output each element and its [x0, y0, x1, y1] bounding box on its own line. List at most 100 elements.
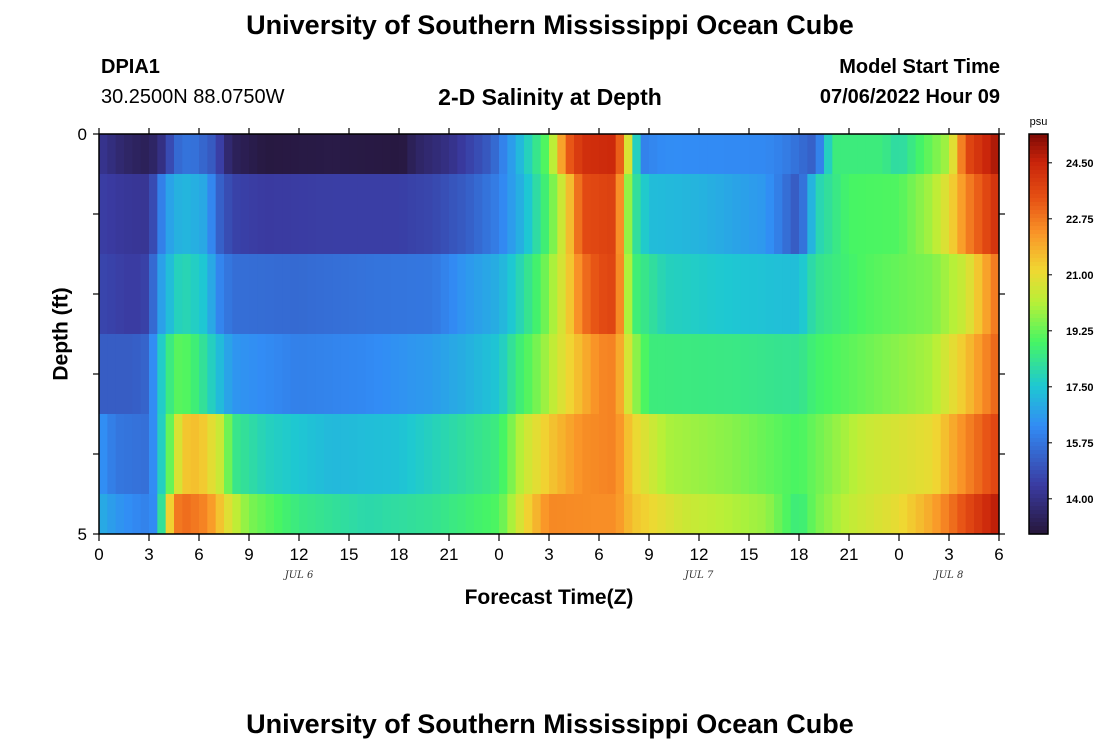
heatmap-cell — [224, 254, 233, 334]
heatmap-cell — [965, 174, 975, 254]
heatmap-cell — [457, 494, 467, 534]
colorbar-segment — [1029, 186, 1048, 191]
heatmap-cell — [265, 254, 275, 334]
y-tick-label: 0 — [78, 125, 87, 144]
heatmap-cell — [340, 414, 350, 494]
heatmap-cell — [957, 254, 967, 334]
heatmap-cell — [499, 134, 508, 174]
heatmap-cell — [440, 494, 450, 534]
heatmap-cell — [207, 254, 217, 334]
heatmap-cell — [424, 414, 433, 494]
heatmap-cell — [640, 414, 650, 494]
heatmap-cell — [207, 494, 217, 534]
heatmap-cell — [799, 134, 808, 174]
heatmap-cell — [974, 334, 983, 414]
heatmap-cell — [240, 134, 250, 174]
heatmap-cell — [940, 414, 950, 494]
heatmap-cell — [324, 134, 333, 174]
heatmap-cell — [707, 494, 717, 534]
heatmap-cell — [874, 254, 883, 334]
colorbar-segment — [1029, 310, 1048, 315]
heatmap-cell — [290, 134, 300, 174]
heatmap-cell — [399, 254, 408, 334]
heatmap-cell — [115, 254, 125, 334]
heatmap-cell — [932, 334, 942, 414]
heatmap-cell — [115, 134, 125, 174]
heatmap-cell — [907, 254, 917, 334]
heatmap-cell — [432, 334, 442, 414]
colorbar-segment — [1029, 238, 1048, 243]
heatmap-cell — [315, 334, 325, 414]
heatmap-cell — [590, 414, 600, 494]
heatmap-cell — [249, 254, 258, 334]
heatmap-cell — [824, 334, 833, 414]
colorbar-segment — [1029, 206, 1048, 211]
heatmap-cell — [190, 174, 200, 254]
heatmap-cell — [782, 334, 792, 414]
heatmap-cell — [124, 174, 133, 254]
colorbar: psu 14.00 15.75 17.50 19.25 21.00 22.75 24.50 — [1028, 116, 1094, 535]
heatmap-cell — [149, 254, 158, 334]
heatmap-cell — [749, 134, 758, 174]
heatmap-cell — [782, 174, 792, 254]
heatmap-cell — [424, 174, 433, 254]
colorbar-segment — [1029, 230, 1048, 235]
heatmap-cell — [540, 494, 550, 534]
heatmap-cell — [665, 334, 675, 414]
heatmap-cell — [574, 174, 583, 254]
heatmap-cell — [532, 134, 542, 174]
heatmap-cell — [674, 254, 683, 334]
heatmap-cell — [924, 494, 933, 534]
colorbar-segment — [1029, 174, 1048, 179]
heatmap-cell — [965, 134, 975, 174]
heatmap-cell — [665, 174, 675, 254]
colorbar-segment — [1029, 178, 1048, 183]
heatmap-cell — [149, 334, 158, 414]
heatmap-cell — [940, 334, 950, 414]
heatmap-cell — [824, 134, 833, 174]
heatmap-cell — [824, 414, 833, 494]
colorbar-segment — [1029, 502, 1048, 507]
heatmap-cell — [724, 134, 733, 174]
heatmap-cell — [232, 414, 242, 494]
heatmap-cell — [349, 494, 358, 534]
heatmap-cell — [932, 174, 942, 254]
heatmap-cell — [290, 414, 300, 494]
heatmap-cell — [607, 254, 617, 334]
heatmap-cell — [299, 334, 308, 414]
heatmap-cell — [657, 134, 667, 174]
heatmap-cell — [749, 414, 758, 494]
heatmap-cell — [557, 134, 567, 174]
colorbar-segment — [1029, 518, 1048, 523]
colorbar-segment — [1029, 370, 1048, 375]
heatmap-cell — [124, 134, 133, 174]
heatmap-cell — [365, 414, 375, 494]
x-tick-label: 3 — [144, 545, 153, 564]
heatmap-cell — [124, 414, 133, 494]
heatmap-cell — [765, 414, 775, 494]
heatmap-cell — [599, 494, 608, 534]
heatmap-cell — [865, 174, 875, 254]
heatmap-cell — [224, 174, 233, 254]
heatmap-cell — [407, 334, 417, 414]
colorbar-segment — [1029, 426, 1048, 431]
heatmap-cell — [215, 414, 225, 494]
heatmap-cell — [907, 494, 917, 534]
heatmap-cell — [199, 414, 208, 494]
heatmap-cell — [532, 254, 542, 334]
heatmap-cell — [507, 414, 517, 494]
heatmap-cell — [974, 494, 983, 534]
heatmap-cell — [699, 494, 708, 534]
heatmap-cell — [557, 254, 567, 334]
heatmap-cell — [949, 414, 958, 494]
heatmap-cell — [957, 174, 967, 254]
heatmap-cell — [282, 254, 292, 334]
heatmap-cell — [299, 494, 308, 534]
heatmap-cell — [565, 414, 575, 494]
colorbar-segment — [1029, 346, 1048, 351]
heatmap-cell — [99, 494, 108, 534]
colorbar-tick-label: 19.25 — [1066, 326, 1094, 338]
x-tick-label: 12 — [690, 545, 709, 564]
heatmap-cell — [807, 174, 817, 254]
